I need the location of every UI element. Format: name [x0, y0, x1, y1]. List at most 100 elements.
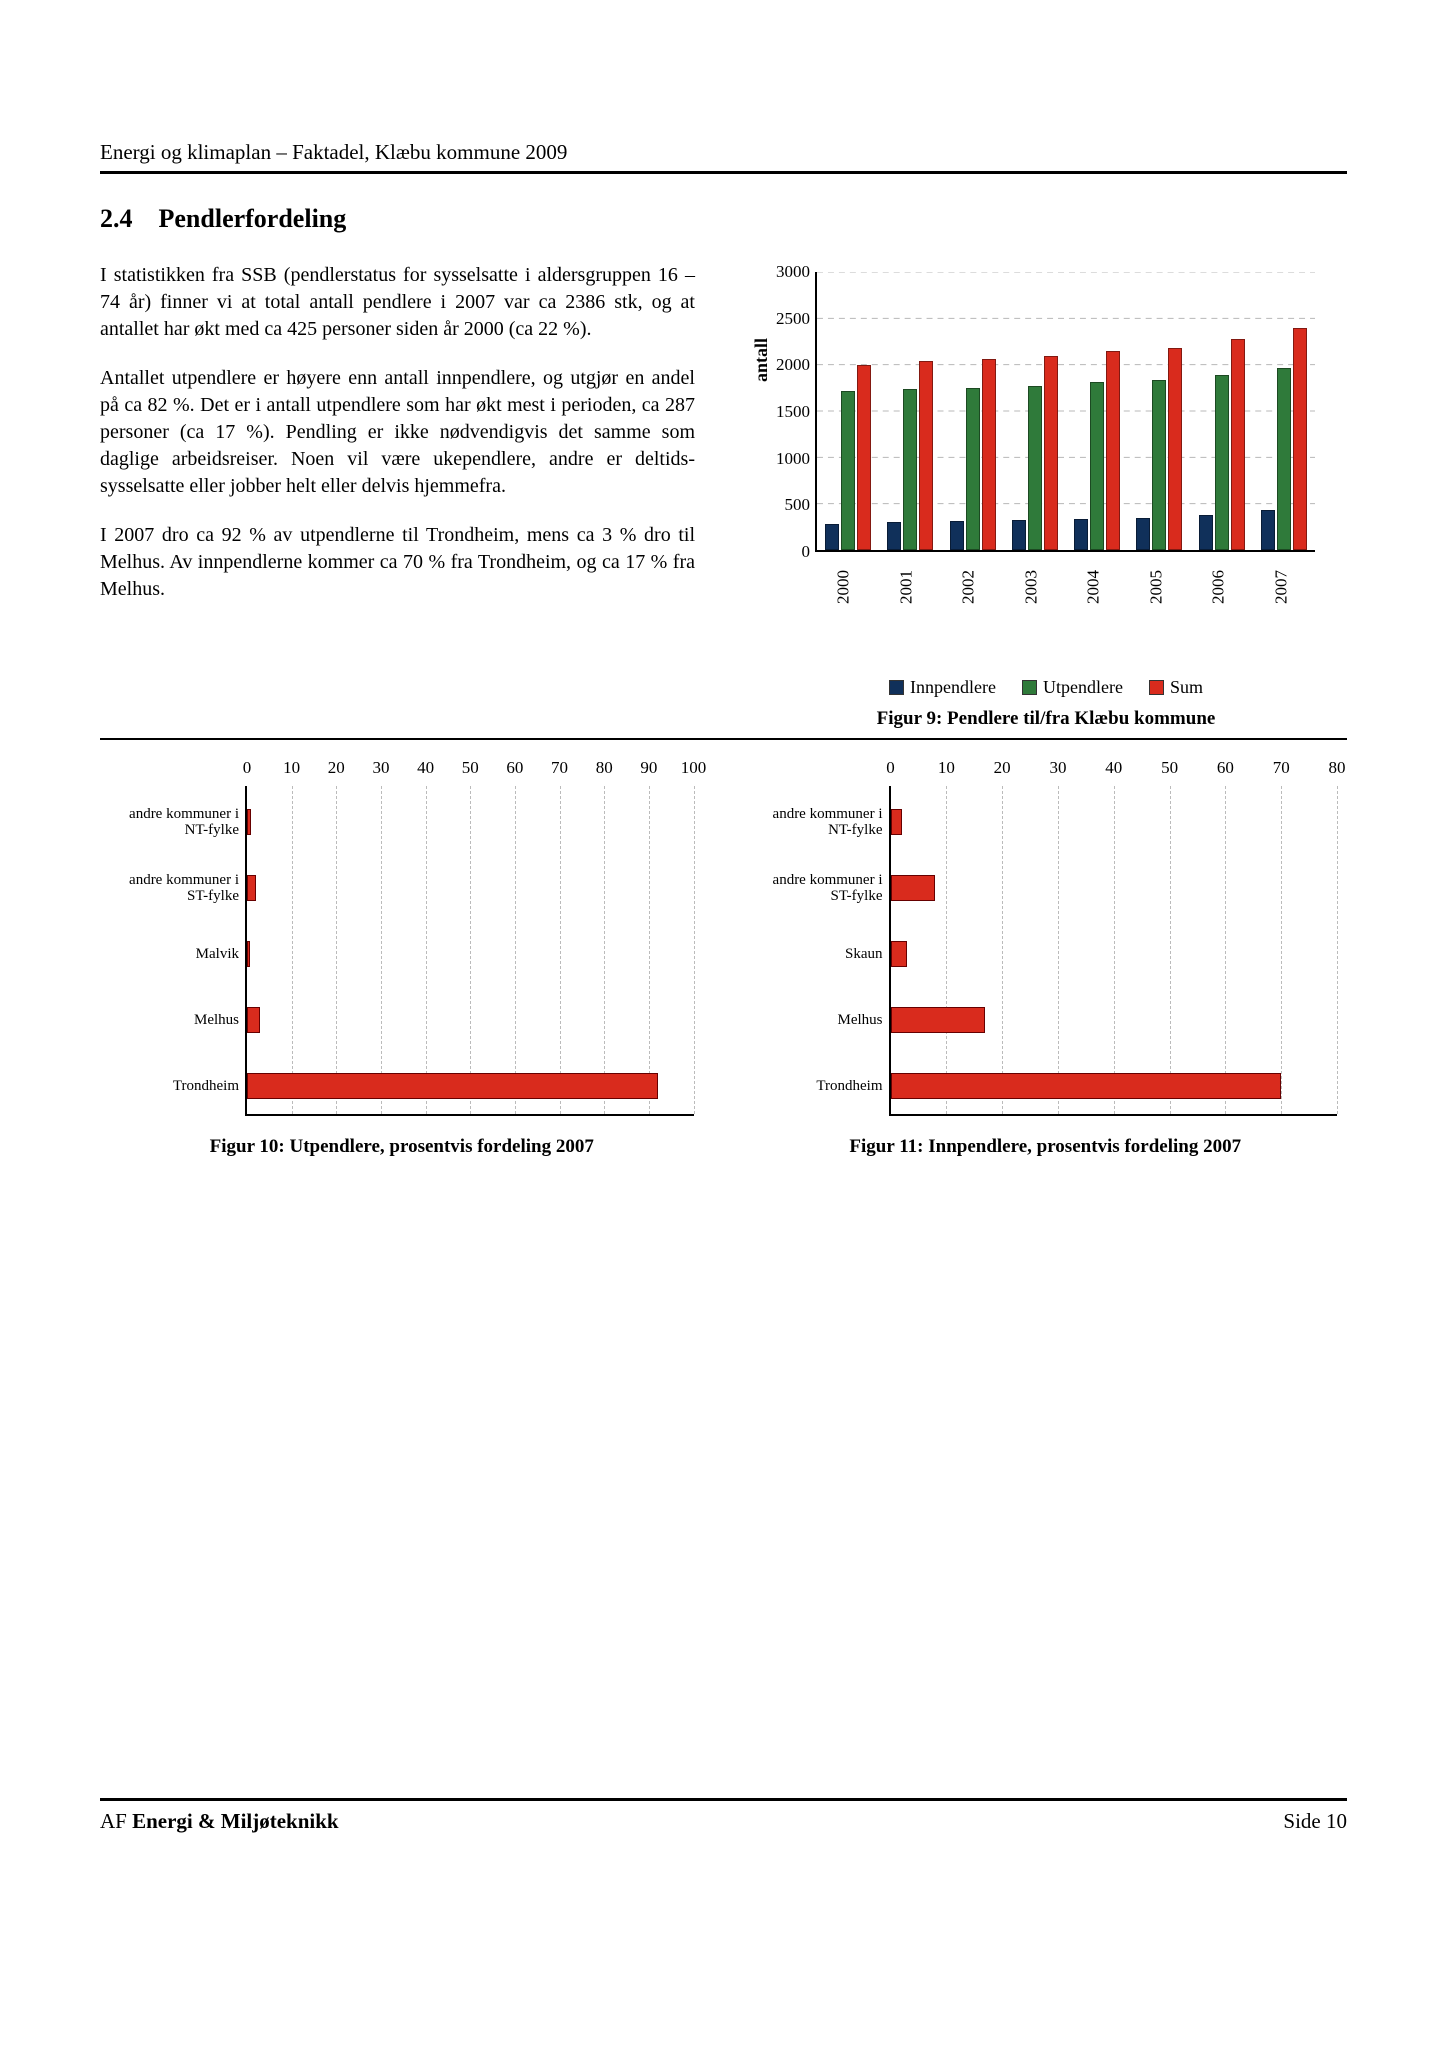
fig10-chart: 0102030405060708090100andre kommuner i N…	[100, 746, 704, 1126]
fig9-bar-innpendlere	[1261, 510, 1275, 550]
chart-column: antall 050010001500200025003000 20002001…	[725, 262, 1347, 730]
fig9-bar-innpendlere	[1074, 519, 1088, 550]
fig11-wrapper: 01020304050607080andre kommuner i NT-fyl…	[744, 746, 1348, 1158]
hchart-y-label: andre kommuner i NT-fylke	[751, 806, 891, 839]
fig11-caption: Figur 11: Innpendlere, prosentvis fordel…	[744, 1136, 1348, 1158]
legend-label: Utpendlere	[1043, 677, 1123, 698]
hchart-row: andre kommuner i ST-fylke	[891, 873, 1338, 903]
fig9-bar-group	[1136, 348, 1182, 550]
page-footer: AF Energi & Miljøteknikk Side 10	[100, 1798, 1347, 1834]
hchart-x-tick: 30	[1049, 758, 1066, 778]
hchart-x-tick: 60	[1217, 758, 1234, 778]
hchart-bar	[247, 875, 256, 901]
two-column-layout: I statistikken fra SSB (pendlerstatus fo…	[100, 262, 1347, 730]
hchart-x-tick: 100	[681, 758, 707, 778]
fig9-chart: antall 050010001500200025003000 20002001…	[745, 262, 1325, 622]
hchart-x-tick: 20	[328, 758, 345, 778]
hchart-bar	[247, 1073, 658, 1099]
legend-label: Sum	[1170, 677, 1203, 698]
fig9-x-label: 2005	[1124, 556, 1194, 619]
fig9-bar-innpendlere	[950, 521, 964, 550]
hchart-y-label: Trondheim	[107, 1078, 247, 1095]
hchart-x-tick: 80	[596, 758, 613, 778]
hchart-x-tick: 10	[283, 758, 300, 778]
fig9-bar-utpendlere	[1028, 386, 1042, 550]
hchart-x-tick: 70	[551, 758, 568, 778]
fig11-plot-area: 01020304050607080andre kommuner i NT-fyl…	[889, 786, 1338, 1116]
legend-swatch-icon	[1022, 680, 1037, 695]
fig9-x-label: 2003	[999, 556, 1069, 619]
fig9-bar-innpendlere	[1012, 520, 1026, 550]
fig9-bar-utpendlere	[1152, 380, 1166, 550]
hchart-y-label: Melhus	[751, 1012, 891, 1029]
hchart-row: andre kommuner i NT-fylke	[247, 807, 694, 837]
hchart-x-tick: 10	[938, 758, 955, 778]
fig9-bar-utpendlere	[1090, 382, 1104, 550]
paragraph-3: I 2007 dro ca 92 % av utpendlerne til Tr…	[100, 522, 695, 603]
fig9-y-tick: 2000	[760, 355, 810, 375]
fig9-bar-innpendlere	[825, 524, 839, 550]
fig9-bar-group	[1199, 339, 1245, 550]
legend-swatch-icon	[889, 680, 904, 695]
fig10-plot-area: 0102030405060708090100andre kommuner i N…	[245, 786, 694, 1116]
paragraph-1: I statistikken fra SSB (pendlerstatus fo…	[100, 262, 695, 343]
hchart-gridline	[694, 786, 695, 1114]
hchart-row: Skaun	[891, 939, 1338, 969]
fig9-bar-sum	[919, 361, 933, 550]
fig9-x-label: 2007	[1249, 556, 1319, 619]
fig9-bar-sum	[982, 359, 996, 550]
fig9-bar-sum	[1293, 328, 1307, 550]
fig9-x-label: 2000	[811, 556, 881, 619]
fig9-bar-sum	[1168, 348, 1182, 550]
hchart-bar	[891, 1007, 986, 1033]
footer-left-bold: Energi & Miljøteknikk	[132, 1809, 339, 1833]
hchart-x-tick: 30	[372, 758, 389, 778]
divider	[100, 738, 1347, 740]
hchart-x-tick: 90	[640, 758, 657, 778]
fig9-bar-utpendlere	[966, 388, 980, 550]
fig9-y-tick: 3000	[760, 262, 810, 282]
fig9-x-labels: 20002001200220032004200520062007	[815, 552, 1315, 622]
hchart-x-tick: 40	[417, 758, 434, 778]
fig9-bar-utpendlere	[903, 389, 917, 550]
fig9-y-tick: 1500	[760, 402, 810, 422]
hchart-bar	[891, 941, 908, 967]
footer-left-plain: AF	[100, 1809, 132, 1833]
hchart-y-label: andre kommuner i ST-fylke	[107, 872, 247, 905]
hchart-y-label: Malvik	[107, 946, 247, 963]
section-number: 2.4	[100, 204, 133, 233]
fig9-legend: Innpendlere Utpendlere Sum	[745, 677, 1347, 698]
hchart-bar	[891, 809, 902, 835]
fig9-bar-innpendlere	[887, 522, 901, 550]
fig9-bar-innpendlere	[1136, 518, 1150, 550]
fig10-wrapper: 0102030405060708090100andre kommuner i N…	[100, 746, 704, 1158]
fig9-bar-sum	[1231, 339, 1245, 550]
legend-swatch-icon	[1149, 680, 1164, 695]
section-title: Pendlerfordeling	[159, 204, 347, 233]
fig9-bar-innpendlere	[1199, 515, 1213, 550]
fig9-legend-item: Utpendlere	[1022, 677, 1123, 698]
fig9-bar-group	[1074, 351, 1120, 550]
text-column: I statistikken fra SSB (pendlerstatus fo…	[100, 262, 695, 730]
fig9-bar-sum	[1044, 356, 1058, 550]
fig9-bar-sum	[857, 365, 871, 550]
hchart-row: andre kommuner i NT-fylke	[891, 807, 1338, 837]
fig9-bar-group	[1261, 328, 1307, 550]
hchart-y-label: Melhus	[107, 1012, 247, 1029]
hchart-row: Melhus	[247, 1005, 694, 1035]
hchart-row: Trondheim	[247, 1071, 694, 1101]
hchart-y-label: Skaun	[751, 946, 891, 963]
fig9-legend-item: Innpendlere	[889, 677, 996, 698]
hchart-x-tick: 0	[886, 758, 895, 778]
fig9-y-tick: 1000	[760, 449, 810, 469]
hchart-row: Trondheim	[891, 1071, 1338, 1101]
footer-right: Side 10	[1283, 1809, 1347, 1834]
fig9-y-tick: 500	[760, 495, 810, 515]
fig9-x-label: 2006	[1186, 556, 1256, 619]
hchart-row: Melhus	[891, 1005, 1338, 1035]
hchart-x-tick: 50	[1161, 758, 1178, 778]
hchart-bar	[891, 1073, 1282, 1099]
fig9-x-label: 2001	[874, 556, 944, 619]
fig9-bar-group	[887, 361, 933, 550]
section-heading: 2.4 Pendlerfordeling	[100, 204, 1347, 234]
